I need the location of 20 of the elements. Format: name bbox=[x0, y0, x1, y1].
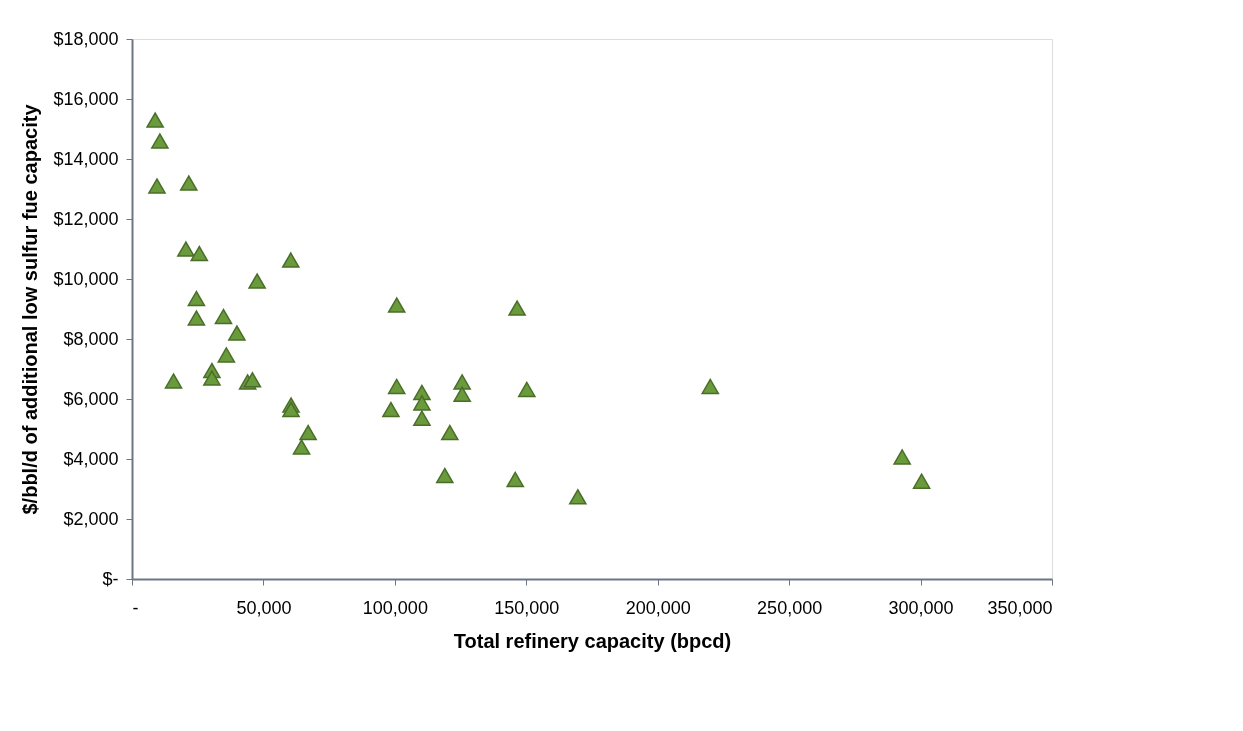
x-tick-label: 100,000 bbox=[362, 597, 428, 618]
x-tick-label: 50,000 bbox=[236, 597, 292, 618]
x-axis-title: Total refinery capacity (bpcd) bbox=[453, 629, 732, 652]
y-tick-label: $2,000 bbox=[63, 508, 119, 529]
y-tick-label: $16,000 bbox=[53, 88, 119, 109]
y-tick-label: $8,000 bbox=[63, 328, 119, 349]
y-axis-title: $/bbl/d of additional low sulfur fue capacity bbox=[19, 103, 42, 515]
y-tick-label: $4,000 bbox=[63, 448, 119, 469]
y-tick-label: $14,000 bbox=[53, 148, 119, 169]
x-tick-label: 150,000 bbox=[494, 597, 560, 618]
y-tick-label: $6,000 bbox=[63, 388, 119, 409]
y-tick-label: $- bbox=[102, 568, 119, 589]
x-tick-label: 350,000 bbox=[987, 597, 1053, 618]
x-tick-label: 200,000 bbox=[625, 597, 691, 618]
x-tick-label: 300,000 bbox=[888, 597, 954, 618]
y-tick-label: $10,000 bbox=[53, 268, 119, 289]
y-tick-label: $18,000 bbox=[53, 28, 119, 49]
y-tick-label: $12,000 bbox=[53, 208, 119, 229]
x-tick-label: 250,000 bbox=[757, 597, 823, 618]
x-tick-label: - bbox=[132, 597, 139, 618]
